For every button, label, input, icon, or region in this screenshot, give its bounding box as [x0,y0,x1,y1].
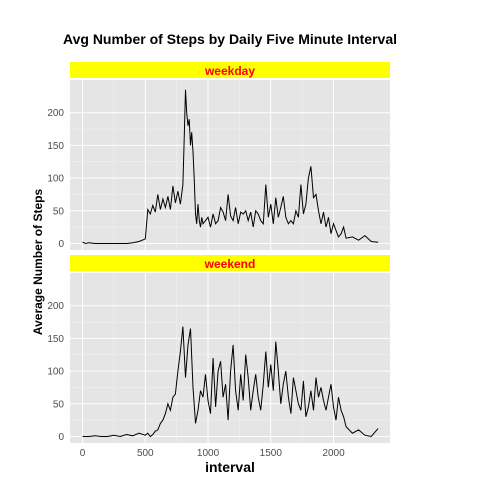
x-tick-label: 0 [80,448,86,459]
strip-weekday-label: weekday [204,64,255,78]
x-axis-title: interval [205,459,255,475]
panel-weekday-background [70,80,390,250]
y-tick-label: 50 [53,399,65,410]
strip-weekday-background [70,62,390,78]
x-tick-label: 2000 [322,448,345,459]
y-tick-label: 100 [47,367,64,378]
y-tick-label: 0 [58,239,64,250]
panel-weekend-background [70,273,390,443]
y-axis-title: Average Number of Steps [31,189,45,336]
panel-weekend-gridlines [70,273,390,443]
strip-weekend-background [70,255,390,271]
weekday-series-line [82,89,379,245]
x-tick-labels: 0 500 1000 1500 2000 [80,448,345,459]
x-tick-label: 1500 [260,448,283,459]
panel-weekday-y-tick-labels: 0 50 100 150 200 [47,108,64,250]
y-tick-label: 100 [47,174,64,185]
panel-weekend-y-tick-labels: 0 50 100 150 200 [47,301,64,443]
y-tick-label: 200 [47,108,64,119]
y-tick-label: 0 [58,432,64,443]
weekend-series-line [82,326,379,438]
y-tick-label: 50 [53,206,65,217]
strip-weekend-label: weekend [204,257,256,271]
y-tick-label: 200 [47,301,64,312]
y-tick-label: 150 [47,334,64,345]
x-tick-label: 500 [137,448,154,459]
chart-title: Avg Number of Steps by Daily Five Minute… [63,31,397,47]
y-tick-label: 150 [47,141,64,152]
x-tick-label: 1000 [197,448,220,459]
